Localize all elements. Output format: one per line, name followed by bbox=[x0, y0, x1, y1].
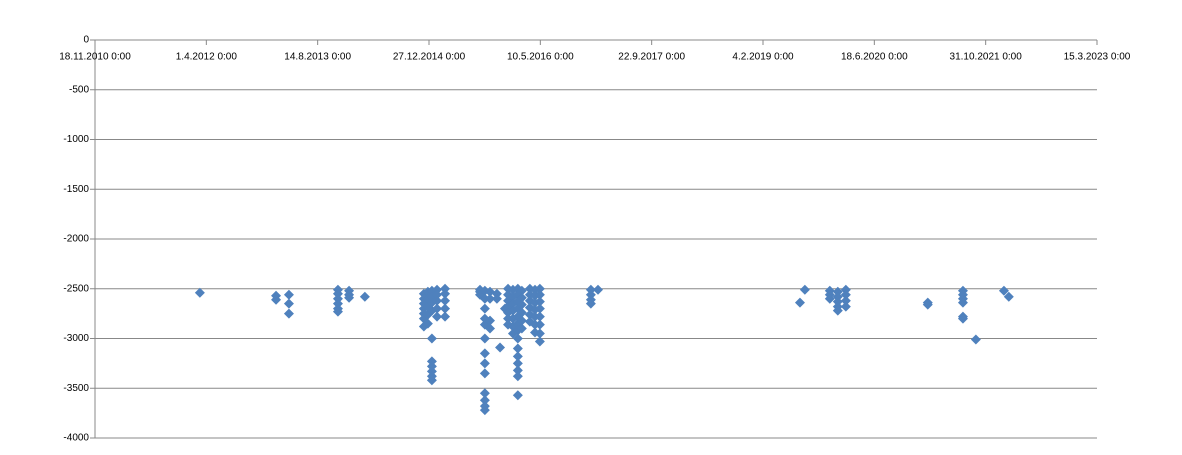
point bbox=[840, 289, 851, 300]
point bbox=[432, 303, 443, 314]
x-tick-label: 31.10.2021 0:00 bbox=[950, 52, 1023, 63]
point bbox=[512, 365, 523, 376]
point bbox=[426, 375, 437, 386]
point bbox=[516, 299, 527, 310]
point bbox=[283, 308, 294, 319]
point bbox=[503, 289, 514, 300]
point bbox=[516, 307, 527, 318]
point bbox=[922, 299, 933, 310]
y-tick-label: -1000 bbox=[63, 134, 89, 145]
point bbox=[512, 351, 523, 362]
x-tick-label: 10.5.2016 0:00 bbox=[507, 52, 574, 63]
point bbox=[440, 295, 451, 306]
y-tick-label: -2000 bbox=[63, 234, 89, 245]
point bbox=[479, 405, 490, 416]
x-tick-label: 1.4.2012 0:00 bbox=[176, 52, 238, 63]
point bbox=[957, 313, 968, 324]
point bbox=[359, 291, 370, 302]
point bbox=[479, 368, 490, 379]
y-tick-label: -500 bbox=[69, 84, 89, 95]
point bbox=[485, 315, 496, 326]
point bbox=[516, 292, 527, 303]
point bbox=[534, 296, 545, 307]
point bbox=[432, 295, 443, 306]
point bbox=[479, 333, 490, 344]
point bbox=[516, 323, 527, 334]
point bbox=[283, 289, 294, 300]
point bbox=[593, 284, 604, 295]
point bbox=[998, 285, 1009, 296]
point bbox=[479, 395, 490, 406]
x-tick-label: 14.8.2013 0:00 bbox=[284, 52, 351, 63]
point bbox=[479, 303, 490, 314]
point bbox=[440, 311, 451, 322]
point bbox=[503, 319, 514, 330]
point bbox=[534, 319, 545, 330]
point bbox=[479, 358, 490, 369]
point bbox=[799, 284, 810, 295]
x-tick-label: 27.12.2014 0:00 bbox=[393, 52, 466, 63]
point bbox=[422, 318, 433, 329]
point bbox=[194, 287, 205, 298]
point bbox=[332, 306, 343, 317]
y-tick-label: -1500 bbox=[63, 184, 89, 195]
point bbox=[491, 293, 502, 304]
y-tick-label: -2500 bbox=[63, 283, 89, 294]
y-tick-label: -4000 bbox=[63, 433, 89, 444]
point bbox=[426, 333, 437, 344]
point bbox=[479, 388, 490, 399]
y-tick-label: 0 bbox=[83, 35, 89, 46]
point bbox=[344, 292, 355, 303]
x-tick-label: 18.6.2020 0:00 bbox=[841, 52, 908, 63]
y-tick-label: -3000 bbox=[63, 333, 89, 344]
point bbox=[516, 285, 527, 296]
point bbox=[479, 348, 490, 359]
point bbox=[512, 333, 523, 344]
point bbox=[534, 283, 545, 294]
point bbox=[970, 334, 981, 345]
point bbox=[794, 297, 805, 308]
point bbox=[534, 289, 545, 300]
point bbox=[479, 293, 490, 304]
point bbox=[440, 288, 451, 299]
point bbox=[512, 358, 523, 369]
point bbox=[534, 303, 545, 314]
point bbox=[440, 303, 451, 314]
point bbox=[585, 298, 596, 309]
point bbox=[271, 294, 282, 305]
x-tick-label: 4.2.2019 0:00 bbox=[732, 52, 794, 63]
point bbox=[432, 289, 443, 300]
point bbox=[503, 283, 514, 294]
point bbox=[1003, 291, 1014, 302]
point bbox=[534, 311, 545, 322]
y-tick-label: -3500 bbox=[63, 383, 89, 394]
point bbox=[432, 311, 443, 322]
point bbox=[832, 305, 843, 316]
point bbox=[824, 293, 835, 304]
point bbox=[512, 390, 523, 401]
point bbox=[840, 295, 851, 306]
point bbox=[534, 336, 545, 347]
point bbox=[512, 371, 523, 382]
x-tick-label: 18.11.2010 0:00 bbox=[59, 52, 131, 63]
point bbox=[840, 301, 851, 312]
point bbox=[283, 298, 294, 309]
x-tick-label: 15.3.2023 0:00 bbox=[1064, 52, 1131, 63]
point bbox=[503, 301, 514, 312]
point bbox=[516, 315, 527, 326]
point bbox=[512, 343, 523, 354]
point bbox=[485, 323, 496, 334]
point bbox=[534, 328, 545, 339]
point bbox=[957, 297, 968, 308]
point bbox=[503, 295, 514, 306]
point bbox=[495, 342, 506, 353]
x-tick-label: 22.9.2017 0:00 bbox=[618, 52, 685, 63]
point bbox=[485, 293, 496, 304]
point bbox=[503, 307, 514, 318]
